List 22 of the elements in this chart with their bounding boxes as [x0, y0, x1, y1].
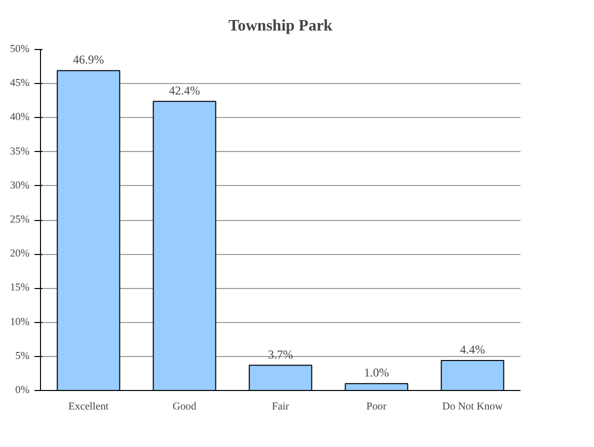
data-label: 42.4%: [169, 83, 200, 98]
data-label: 4.4%: [460, 342, 485, 356]
x-tick-label: Good: [172, 402, 198, 412]
y-tick-label: 20%: [10, 248, 30, 260]
y-tick-label: 35%: [10, 146, 30, 158]
data-label: 3.7%: [268, 347, 293, 362]
x-tick-label: Fair: [272, 402, 290, 412]
y-tick-label: 5%: [15, 350, 30, 362]
y-tick-label: 40%: [10, 112, 30, 124]
y-tick-label: 0%: [15, 385, 30, 396]
y-tick-label: 10%: [10, 316, 30, 328]
y-tick-label: 50%: [10, 44, 30, 55]
data-label: 46.9%: [73, 52, 104, 67]
chart-title: Township Park: [228, 18, 333, 34]
y-tick-label: 30%: [10, 180, 30, 192]
data-label: 1.0%: [364, 366, 389, 380]
y-tick-label: 25%: [10, 214, 30, 226]
y-tick-label: 15%: [10, 282, 30, 294]
x-tick-label: Do Not Know: [442, 402, 503, 412]
x-tick-label: Excellent: [68, 402, 109, 412]
x-tick-label: Poor: [366, 402, 388, 412]
y-tick-label: 45%: [10, 78, 30, 90]
